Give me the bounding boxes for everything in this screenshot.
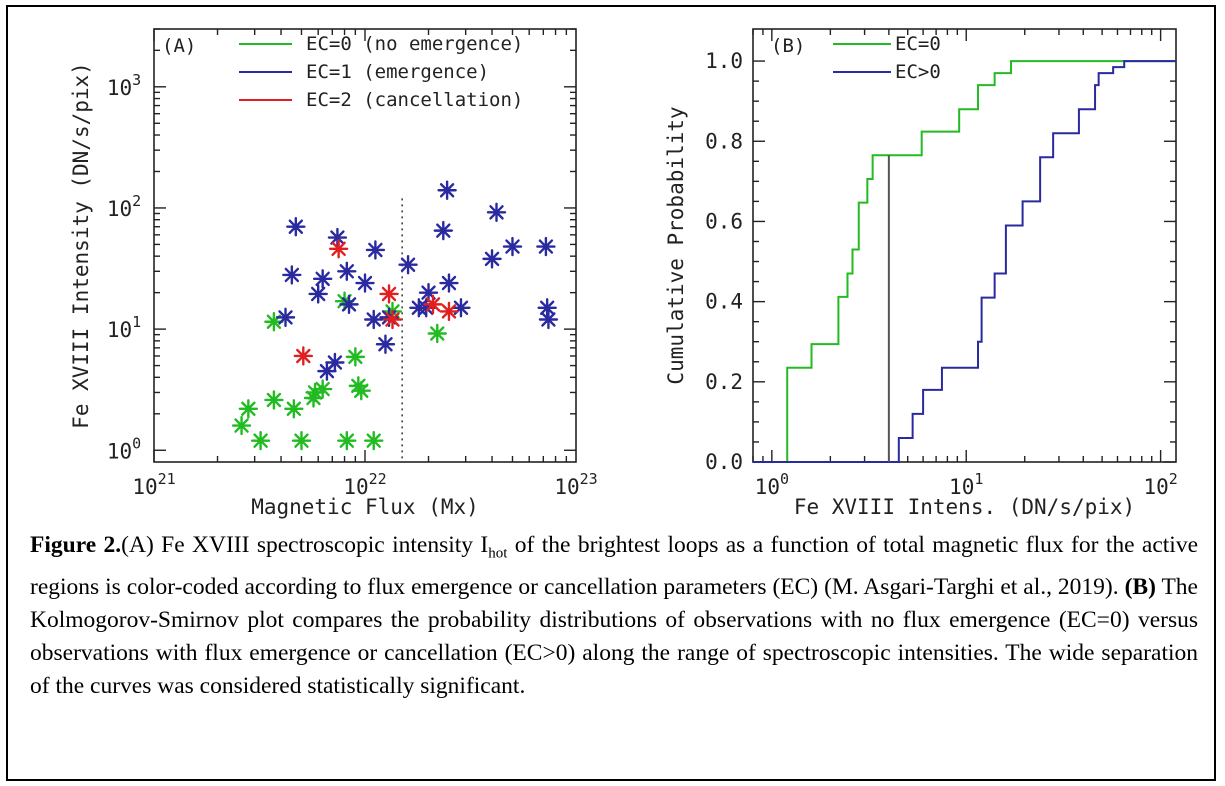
panel-b-y-tick-label: 0.4 bbox=[705, 290, 743, 314]
panel-b-y-tick-label: 0.6 bbox=[705, 209, 743, 233]
panel-b-x-tick-label: 102 bbox=[1143, 470, 1177, 499]
panel-a-y-tick-label: 103 bbox=[107, 71, 141, 100]
panel-a-point-ec1 bbox=[339, 294, 359, 315]
panel-a-x-tick-label: 1023 bbox=[554, 470, 597, 499]
caption-part-b-text: The Kolmogorov-Smirnov plot compares the… bbox=[30, 573, 1198, 699]
panel-a-x-label: Magnetic Flux (Mx) bbox=[251, 495, 479, 519]
panel-a-point-ec1 bbox=[437, 180, 457, 200]
panel-a-point-ec1 bbox=[282, 265, 302, 285]
panel-a-point-ec1 bbox=[502, 236, 523, 257]
panel-b-legend-label: EC>0 bbox=[895, 61, 941, 83]
panel-a-point-ec1 bbox=[375, 334, 396, 354]
panel-a-point-ec1 bbox=[538, 309, 559, 330]
panel-a-point-ec0 bbox=[337, 430, 357, 451]
panel-b-axes-box bbox=[752, 28, 1177, 463]
panel-a-point-ec1 bbox=[325, 352, 345, 373]
caption-part-a-text-2: of the brightest loops as a function of … bbox=[30, 532, 1198, 600]
panel-a-point-ec1 bbox=[536, 236, 556, 257]
panel-a-point-ec2 bbox=[293, 346, 313, 366]
panel-a-point-ec1 bbox=[364, 309, 384, 330]
panel-a-point-ec0 bbox=[345, 347, 366, 367]
panel-a-point-ec1 bbox=[327, 227, 348, 248]
figure-caption: Figure 2.(A) Fe XVIII spectroscopic inte… bbox=[30, 529, 1198, 703]
panel-a-point-ec1 bbox=[537, 298, 557, 318]
panel-a-x-tick-label: 1021 bbox=[132, 470, 175, 499]
panel-a-point-ec0 bbox=[305, 382, 325, 403]
panel-a-point-ec1 bbox=[308, 284, 328, 304]
panel-a-point-ec1 bbox=[286, 217, 306, 237]
caption-part-a-subscript: hot bbox=[488, 545, 508, 562]
panel-a-point-ec0 bbox=[264, 390, 284, 410]
panel-a-point-ec0 bbox=[427, 323, 447, 344]
figure-frame: 1021 1022 1023 100 101 102 103 Magnetic Flux (M… bbox=[6, 5, 1216, 781]
panel-b-legend-label: EC=0 bbox=[895, 33, 941, 55]
panel-a-legend-label: EC=0 (no emergence) bbox=[306, 33, 523, 55]
panel-a-point-ec1 bbox=[365, 240, 386, 260]
panel-a-point-ec0 bbox=[231, 415, 252, 436]
panel-a-point-ec1 bbox=[398, 255, 418, 275]
panel-a-point-ec2 bbox=[379, 284, 399, 304]
panel-a-point-ec0 bbox=[250, 430, 271, 451]
panel-a-point-ec2 bbox=[423, 294, 443, 315]
panel-b-series-ec0 bbox=[753, 60, 1176, 463]
panel-b-y-tick-label: 0.0 bbox=[705, 450, 743, 474]
figure-number: Figure 2. bbox=[30, 532, 122, 558]
panel-b-y-label: Cumulative Probability bbox=[664, 106, 688, 384]
panel-a-point-ec1 bbox=[482, 249, 502, 269]
panel-a-point-ec2 bbox=[439, 301, 459, 322]
panel-b-series-ec1 bbox=[753, 60, 1176, 463]
panel-a-label: (A) bbox=[162, 35, 196, 57]
panel-a-legend-label: EC=1 (emergence) bbox=[306, 61, 489, 83]
panel-a-point-ec1 bbox=[337, 261, 357, 281]
panel-b-y-tick-label: 1.0 bbox=[705, 49, 743, 73]
panel-a-point-ec1 bbox=[486, 202, 507, 223]
panel-a-point-ec0 bbox=[364, 430, 384, 451]
panel-b-x-label: Fe XVIII Intens. (DN/s/pix) bbox=[794, 495, 1135, 519]
panel-a-y-label: Fe XVIII Intensity (DN/s/pix) bbox=[69, 62, 93, 429]
panel-a-point-ec1 bbox=[275, 307, 296, 328]
panel-a-point-ec1 bbox=[451, 298, 471, 318]
panel-a-point-ec0 bbox=[238, 399, 259, 419]
panel-b-y-tick-label: 0.8 bbox=[705, 129, 743, 153]
panel-a-point-ec0 bbox=[312, 379, 333, 399]
panel-b-x-tick-label: 101 bbox=[949, 470, 983, 499]
panel-a-point-ec1 bbox=[312, 269, 333, 289]
panel-a-point-ec0 bbox=[291, 430, 312, 451]
caption-part-a-label: (A) bbox=[121, 532, 154, 558]
panel-a-legend-label: EC=2 (cancellation) bbox=[306, 89, 523, 111]
panel-a-point-ec0 bbox=[284, 399, 304, 419]
panel-b-x-tick-label: 100 bbox=[755, 470, 789, 499]
caption-part-a-text-1: Fe XVIII spectroscopic intensity I bbox=[153, 532, 489, 558]
panel-a-y-tick-label: 100 bbox=[107, 434, 141, 463]
panel-a-point-ec2 bbox=[328, 239, 349, 259]
panel-a-y-tick-label: 101 bbox=[107, 313, 141, 342]
panel-a-y-tick-label: 102 bbox=[107, 192, 141, 221]
panel-a-point-ec1 bbox=[355, 273, 375, 293]
panel-a-point-ec2 bbox=[382, 309, 403, 330]
panel-a-point-ec1 bbox=[439, 273, 459, 293]
panel-a-point-ec0 bbox=[351, 381, 371, 401]
panel-b-label: (B) bbox=[771, 35, 805, 57]
caption-part-b-label: (B) bbox=[1124, 573, 1156, 600]
panel-a-point-ec1 bbox=[433, 220, 453, 241]
panel-b-y-tick-label: 0.2 bbox=[705, 370, 743, 394]
